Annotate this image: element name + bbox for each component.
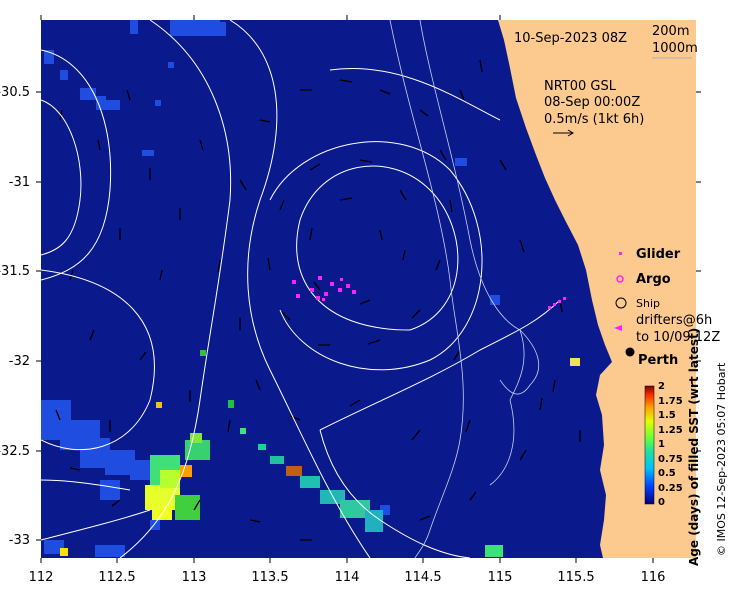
current-scale-label: 0.5m/s (1kt 6h) — [544, 112, 645, 127]
sst-age-cluster — [60, 350, 503, 557]
ssh-contours — [41, 20, 561, 558]
credit-label: © IMOS 12-Sep-2023 05:07 Hobart — [715, 362, 728, 556]
x-tick-label: 116 — [640, 570, 666, 585]
colorbar-tick: 0.25 — [658, 483, 683, 494]
y-tick-label: -30.5 — [0, 85, 30, 100]
ship-legend-icon — [615, 297, 627, 309]
x-tick-label: 114 — [334, 570, 360, 585]
perth-label: Perth — [638, 353, 679, 368]
colorbar-tick: 1 — [658, 439, 665, 450]
depth-label-200m: 200m — [652, 24, 690, 39]
y-tick-label: -31 — [8, 175, 30, 190]
sst-age-streak — [258, 444, 383, 532]
glider-track — [548, 297, 566, 309]
perth-marker-icon — [625, 347, 635, 357]
colorbar-tick: 0.5 — [658, 468, 676, 479]
x-tick-label: 112.5 — [98, 570, 136, 585]
glider-legend-label: Glider — [636, 247, 681, 262]
glider-legend-icon — [619, 252, 622, 255]
sst-age-patches — [41, 20, 500, 557]
current-source-label: NRT00 GSL — [544, 79, 616, 94]
y-tick-label: -32.5 — [0, 444, 30, 459]
argo-legend-icon — [616, 275, 624, 283]
bathymetry-contours — [389, 20, 539, 558]
ship-legend-label: Ship — [636, 297, 660, 310]
x-tick-label: 113 — [181, 570, 207, 585]
y-tick-label: -32 — [8, 354, 30, 369]
colorbar-title: Age (days) of filled SST (wrt latest) — [687, 327, 701, 566]
x-tick-label: 112 — [28, 570, 54, 585]
depth-label-1000m: 1000m — [652, 41, 698, 56]
colorbar-tick: 1.25 — [658, 425, 683, 436]
argo-legend-label: Argo — [636, 272, 671, 287]
drifters-legend-label-2: to 10/09 12Z — [636, 330, 721, 345]
current-scale-arrow — [553, 129, 574, 137]
colorbar-tick: 1.5 — [658, 410, 676, 421]
argo-markers — [292, 276, 356, 301]
colorbar-tick: 0.75 — [658, 454, 683, 465]
x-tick-label: 113.5 — [251, 570, 289, 585]
x-tick-label: 115 — [487, 570, 513, 585]
drifter-legend-icon — [614, 325, 622, 331]
x-tick-label: 115.5 — [557, 570, 595, 585]
colorbar-tick: 2 — [658, 381, 665, 392]
y-tick-label: -31.5 — [0, 264, 30, 279]
x-tick-label: 114.5 — [404, 570, 442, 585]
current-time-label: 08-Sep 00:00Z — [544, 95, 641, 110]
colorbar — [644, 385, 655, 505]
perth-patch — [570, 358, 580, 366]
y-tick-label: -33 — [8, 533, 30, 548]
colorbar-tick: 0 — [658, 497, 665, 508]
axis-ticks — [36, 15, 701, 563]
drifters-legend-label: drifters@6h — [636, 313, 713, 328]
date-label: 10-Sep-2023 08Z — [514, 31, 628, 46]
colorbar-tick: 1.75 — [658, 396, 683, 407]
